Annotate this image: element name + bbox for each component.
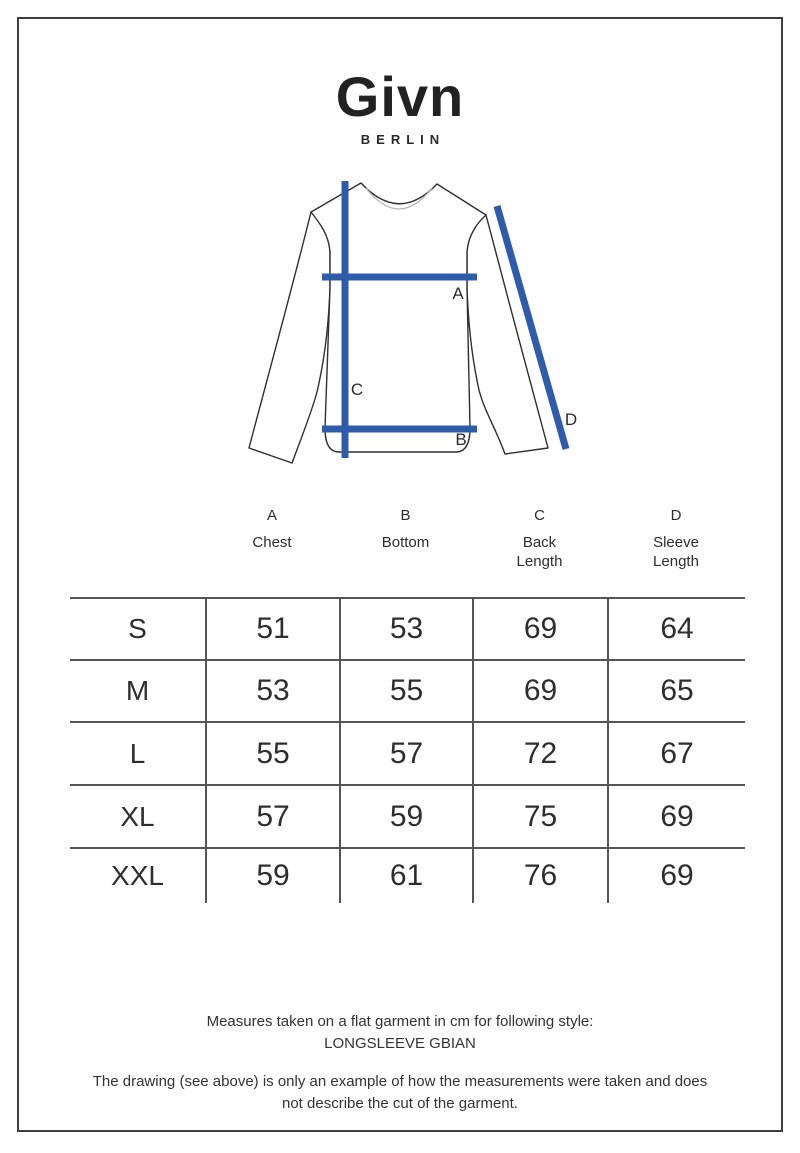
body-outline — [310, 182, 487, 453]
diagram-label-a: A — [452, 284, 464, 303]
measure-note: Measures taken on a flat garment in cm f… — [206, 1013, 594, 1052]
size-value: 69 — [607, 784, 745, 847]
size-label-l: L — [70, 721, 205, 784]
brand-name: Givn — [335, 65, 465, 128]
brand-logo: Givn BERLIN — [0, 65, 800, 147]
size-label-xl: XL — [70, 784, 205, 847]
diagram-label-d: D — [565, 410, 577, 429]
size-value: 76 — [472, 847, 607, 903]
measure-name: Chest — [252, 534, 292, 551]
collar-inner-line — [365, 187, 433, 210]
size-value: 69 — [607, 847, 745, 903]
size-value: 75 — [472, 784, 607, 847]
drawing-note: The drawing (see above) is only an examp… — [92, 1073, 708, 1112]
size-value: 59 — [339, 784, 472, 847]
size-value: 72 — [472, 721, 607, 784]
size-value: 55 — [205, 721, 339, 784]
size-value: 51 — [205, 597, 339, 659]
measure-letter: D — [670, 507, 682, 524]
size-value: 69 — [472, 597, 607, 659]
size-label-m: M — [70, 659, 205, 721]
measure-name: Back Length — [516, 534, 563, 570]
size-value: 57 — [205, 784, 339, 847]
size-value: 55 — [339, 659, 472, 721]
measure-header-b: B Bottom — [339, 506, 472, 571]
diagram-label-c: C — [351, 380, 363, 399]
size-value: 53 — [339, 597, 472, 659]
size-value: 69 — [472, 659, 607, 721]
measure-header-a: A Chest — [205, 506, 339, 571]
size-label-s: S — [70, 597, 205, 659]
size-table: S 51 53 69 64 M 53 55 69 65 L 55 57 72 67 XL 57 59 75 69 XXL… — [70, 597, 745, 903]
diagram-label-b: B — [455, 430, 466, 449]
measure-name: Bottom — [381, 534, 430, 551]
size-value: 53 — [205, 659, 339, 721]
measure-header-c: C Back Length — [472, 506, 607, 571]
measure-name: Sleeve Length — [653, 534, 699, 570]
size-value: 65 — [607, 659, 745, 721]
size-value: 64 — [607, 597, 745, 659]
measure-line-sleeve-length — [493, 205, 570, 450]
garment-diagram: A B C D — [248, 181, 577, 464]
measure-letter: A — [266, 507, 277, 524]
measure-header-row: A Chest B Bottom C Back Length D Sleeve Length — [70, 506, 745, 571]
size-label-xxl: XXL — [70, 847, 205, 903]
size-value: 61 — [339, 847, 472, 903]
brand-city: BERLIN — [360, 132, 446, 147]
size-value: 59 — [205, 847, 339, 903]
size-value: 57 — [339, 721, 472, 784]
page-border-frame — [17, 17, 783, 1132]
size-value: 67 — [607, 721, 745, 784]
measure-header-spacer — [70, 506, 205, 571]
measure-letter: C — [534, 507, 545, 524]
measure-letter: B — [400, 507, 411, 524]
left-sleeve-outline — [248, 211, 331, 464]
measure-header-d: D Sleeve Length — [607, 506, 745, 571]
